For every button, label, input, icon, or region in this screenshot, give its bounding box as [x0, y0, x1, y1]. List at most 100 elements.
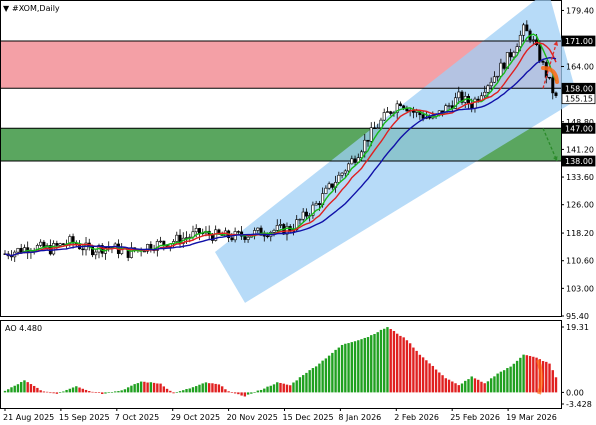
ao-bar: [496, 373, 499, 393]
ao-bar: [519, 357, 522, 393]
ao-bar: [357, 340, 360, 393]
ao-bar: [301, 375, 305, 393]
ao-bar: [363, 337, 366, 393]
candle-body: [162, 240, 166, 246]
ao-bar: [308, 370, 311, 393]
ao-bar: [340, 344, 344, 393]
ao-bar: [114, 391, 117, 393]
candle-body: [492, 76, 496, 83]
ao-bar: [263, 388, 266, 393]
ao-bar: [126, 387, 130, 393]
x-tick-label: 8 Jan 2026: [338, 413, 381, 422]
ao-bar: [259, 389, 263, 393]
ao-bar: [256, 390, 260, 393]
ao-bar: [107, 392, 110, 393]
ao-bar: [55, 392, 59, 394]
ao-bar: [211, 383, 214, 393]
ao-bar: [191, 387, 195, 393]
ao-bar: [58, 392, 62, 393]
level-labels: 171.00 158.00 155.15 147.00 138.00: [561, 35, 596, 167]
ao-bar: [428, 363, 431, 393]
ao-pane: AO 4.480: [0, 320, 562, 409]
ao-bar: [509, 366, 512, 393]
candle-body: [347, 163, 351, 172]
ao-bar: [123, 389, 127, 393]
candle-body: [518, 34, 522, 47]
candle-body: [428, 116, 432, 119]
candle-body: [489, 81, 493, 87]
candle-body: [496, 75, 500, 78]
ao-bar: [454, 383, 457, 393]
ao-bar: [201, 383, 204, 393]
candle-body: [214, 229, 218, 241]
ao-bar: [412, 347, 415, 393]
ao-bar: [370, 335, 373, 393]
ao-bar: [71, 387, 75, 393]
ao-bar: [551, 370, 554, 393]
ao-bar: [101, 392, 104, 395]
candle-body: [16, 248, 20, 253]
candle-body: [340, 172, 344, 176]
ao-bar: [483, 383, 486, 393]
ao-bar: [10, 387, 13, 393]
candle-body: [185, 237, 189, 239]
ao-bar: [434, 369, 438, 393]
ao-bar: [554, 377, 558, 393]
ao-bar: [447, 379, 451, 393]
ao-bar: [182, 390, 185, 393]
ao-bar: [84, 389, 88, 393]
main-plot: [0, 0, 578, 317]
ao-bar: [117, 391, 120, 393]
ao-bar: [477, 379, 480, 393]
candle-body: [240, 231, 244, 237]
ao-bar: [344, 343, 347, 393]
ao-bar: [75, 386, 78, 393]
candle-body: [389, 111, 393, 114]
ao-bar: [282, 383, 285, 393]
candle-body: [376, 127, 380, 130]
candle-body: [272, 230, 276, 233]
candle-body: [522, 24, 526, 36]
ao-tick-label: -3.428: [566, 400, 592, 409]
candle-body: [541, 60, 545, 63]
forecast-arrowhead: [553, 41, 559, 46]
ao-bar: [110, 392, 114, 393]
ao-bar: [402, 337, 405, 393]
candle-body: [447, 105, 451, 107]
ao-bar: [146, 382, 149, 393]
ao-bar: [373, 333, 376, 393]
y-tick-label: 126.00: [566, 201, 594, 210]
ao-bar: [366, 337, 370, 393]
ao-bar: [104, 392, 107, 394]
candle-body: [311, 204, 315, 216]
x-tick-label: 25 Feb 2026: [450, 413, 500, 422]
candle-body: [353, 158, 357, 163]
ao-bar: [162, 386, 166, 393]
ao-bar: [36, 387, 39, 393]
ao-bar: [23, 380, 26, 393]
candle-body: [454, 97, 458, 109]
candle-body: [159, 240, 163, 243]
ao-bar: [62, 391, 65, 393]
candle-body: [194, 228, 198, 233]
candle-body: [330, 183, 334, 188]
ao-bar: [243, 392, 247, 397]
candle-body: [19, 248, 23, 253]
level-tag-label: 171.00: [565, 37, 593, 46]
ao-bar: [395, 333, 399, 393]
ao-bar: [217, 384, 221, 393]
ao-bar: [68, 388, 72, 393]
ao-bar: [224, 389, 227, 393]
candle-body: [502, 62, 506, 69]
candle-body: [385, 111, 389, 113]
candle-body: [369, 127, 373, 142]
ao-bar: [337, 347, 341, 393]
ao-bar: [45, 391, 49, 393]
candle-body: [39, 241, 43, 246]
level-tag-label: 138.00: [565, 157, 593, 166]
x-tick-label: 15 Sep 2025: [59, 413, 110, 422]
ao-bar: [532, 356, 535, 393]
ao-bar: [392, 330, 396, 393]
ao-bar: [386, 327, 389, 393]
